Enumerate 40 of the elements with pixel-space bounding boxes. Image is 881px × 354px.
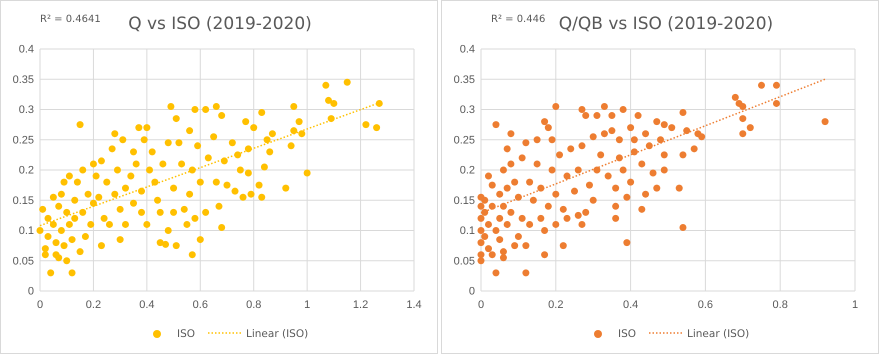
x-tick-label: 0.4: [139, 298, 155, 311]
y-tick-label: 0.4: [460, 44, 475, 56]
x-tick-label: 0: [478, 298, 484, 311]
y-tick-label: 0: [468, 286, 475, 298]
y-tick-label: 0.05: [454, 255, 475, 268]
y-tick-label: 0.3: [460, 104, 475, 116]
x-tick-label: 0.2: [86, 298, 102, 311]
legend-label: Linear (ISO): [687, 328, 750, 340]
x-tick-label: 1.4: [406, 298, 422, 311]
y-tick-label: 0.1: [18, 225, 34, 238]
y-tick-label: 0.3: [18, 104, 34, 116]
y-tick-label: 0.2: [18, 164, 34, 177]
text: R² = 0.446: [491, 14, 546, 25]
x-tick-label: 1: [304, 298, 310, 311]
y-tick-label: 0.05: [12, 255, 34, 268]
x-tick-label: 1.2: [352, 298, 368, 311]
legend-label: Linear (ISO): [246, 328, 308, 340]
x-tick-label: 1: [852, 298, 858, 311]
y-tick-label: 0.15: [454, 194, 475, 207]
y-tick-label: 0.2: [460, 164, 475, 177]
x-tick-label: 0: [36, 298, 44, 311]
chart-title: Q/QB vs ISO (2019-2020): [558, 14, 774, 34]
legend-label: ISO: [177, 328, 196, 340]
chart-title: Q vs ISO (2019-2020): [128, 14, 312, 34]
y-tick-label: 0: [28, 286, 34, 298]
y-tick-label: 0.25: [12, 134, 34, 146]
legend-label: ISO: [618, 328, 636, 340]
x-tick-label: 0.2: [548, 298, 564, 311]
y-tick-label: 0.15: [12, 194, 34, 207]
x-tick-label: 0.6: [698, 298, 714, 311]
x-tick-label: 0.8: [772, 298, 788, 311]
y-tick-label: 0.1: [460, 225, 475, 238]
x-tick-label: 0.8: [246, 298, 262, 311]
y-tick-label: 0.35: [454, 74, 475, 86]
y-tick-label: 0.25: [454, 134, 475, 146]
y-tick-label: 0.35: [12, 74, 34, 86]
x-tick-label: 0.6: [192, 298, 208, 311]
y-tick-label: 0.4: [18, 44, 34, 56]
x-tick-label: 0.4: [622, 298, 638, 311]
text: R² = 0.4641: [40, 14, 101, 25]
